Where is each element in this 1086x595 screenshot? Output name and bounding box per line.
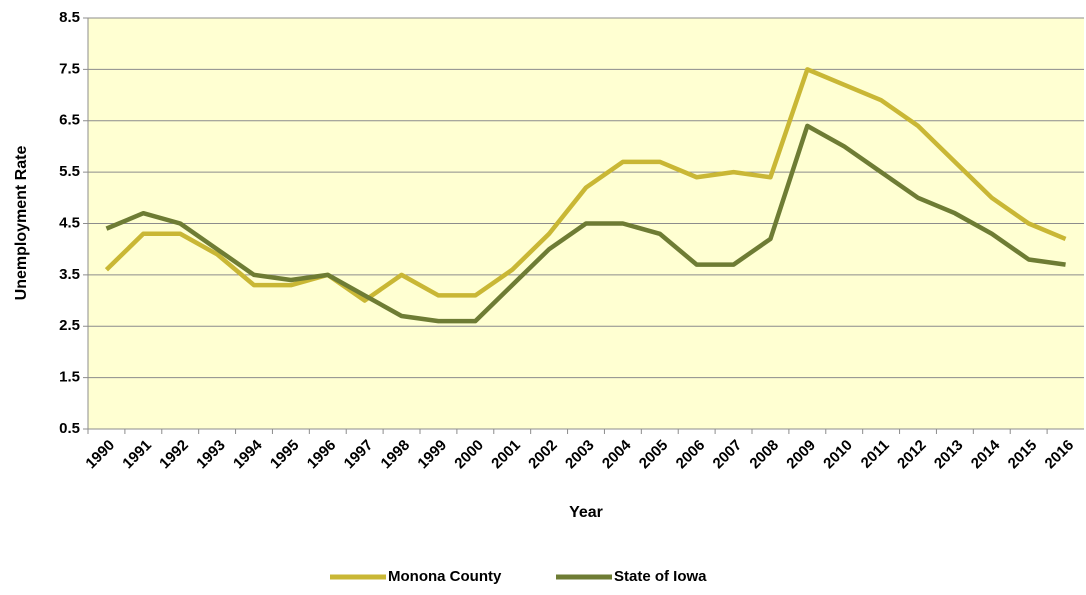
x-tick-label: 2010 <box>820 437 856 473</box>
x-tick-label: 2006 <box>673 437 709 473</box>
x-tick-label: 2005 <box>636 437 672 473</box>
y-tick-label: 3.5 <box>59 266 80 283</box>
x-tick-label: 2015 <box>1005 437 1041 473</box>
y-tick-label: 2.5 <box>59 317 80 334</box>
legend-label: State of Iowa <box>614 568 707 585</box>
x-tick-label: 2009 <box>783 437 819 473</box>
x-tick-label: 1995 <box>267 437 303 473</box>
y-tick-label: 0.5 <box>59 420 80 437</box>
x-tick-label: 1993 <box>193 437 229 473</box>
x-tick-label: 1994 <box>230 436 266 472</box>
y-tick-label: 1.5 <box>59 369 80 386</box>
y-tick-label: 8.5 <box>59 9 80 26</box>
x-tick-label: 1999 <box>414 437 450 473</box>
y-tick-label: 6.5 <box>59 112 80 129</box>
x-tick-label: 1990 <box>82 437 118 473</box>
line-series <box>105 123 1066 324</box>
y-tick-label: 5.5 <box>59 163 80 180</box>
x-tick-label: 2004 <box>599 436 635 472</box>
x-tick-label: 2014 <box>968 436 1004 472</box>
x-axis-title: Year <box>569 504 603 521</box>
x-tick-label: 2000 <box>451 437 487 473</box>
x-tick-label: 1998 <box>378 437 414 473</box>
y-axis-title: Unemployment Rate <box>13 146 30 301</box>
y-tick-label: 7.5 <box>59 60 80 77</box>
x-tick-label: 2013 <box>931 437 967 473</box>
x-tick-label: 2011 <box>858 437 893 472</box>
legend-label: Monona County <box>388 568 502 585</box>
x-tick-label: 2007 <box>710 437 746 473</box>
x-tick-label: 1992 <box>156 437 192 473</box>
x-tick-label: 2001 <box>488 437 524 473</box>
x-tick-label: 2008 <box>746 437 782 473</box>
line-series <box>104 67 1067 303</box>
x-tick-label: 1991 <box>119 437 155 473</box>
x-tick-label: 2002 <box>525 437 561 473</box>
x-tick-label: 1996 <box>304 437 340 473</box>
x-tick-label: 1997 <box>341 437 377 473</box>
y-tick-label: 4.5 <box>59 214 80 231</box>
x-tick-label: 2012 <box>894 437 930 473</box>
x-tick-label: 2003 <box>562 437 598 473</box>
x-tick-label: 2016 <box>1042 437 1078 473</box>
